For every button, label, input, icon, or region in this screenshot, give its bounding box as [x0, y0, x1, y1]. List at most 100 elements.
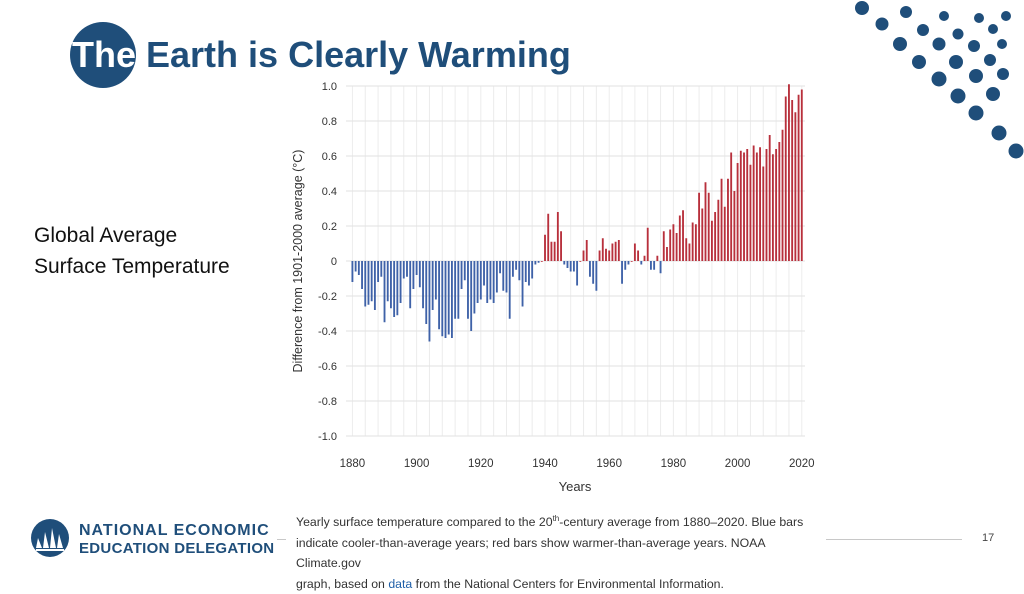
bar-2017 — [791, 100, 793, 261]
bar-1927 — [502, 261, 504, 291]
footer-rule-right — [826, 539, 962, 540]
bar-2018 — [794, 112, 796, 261]
bar-1903 — [425, 261, 427, 324]
bar-1992 — [711, 221, 713, 261]
y-tick-label: 0.6 — [322, 151, 337, 163]
bar-1963 — [618, 240, 620, 261]
bar-1966 — [628, 261, 630, 265]
x-tick-label: 2020 — [789, 458, 815, 470]
x-axis-label: Years — [559, 479, 592, 494]
bar-1939 — [541, 261, 543, 262]
bar-1969 — [637, 251, 639, 262]
bar-1940 — [544, 235, 546, 261]
bar-2011 — [772, 154, 774, 261]
bar-1889 — [380, 261, 382, 277]
bar-1983 — [682, 210, 684, 261]
bar-1987 — [695, 224, 697, 261]
bar-1954 — [589, 261, 591, 277]
bar-2013 — [778, 142, 780, 261]
y-tick-label: -0.6 — [318, 361, 337, 373]
y-tick-label: 0 — [331, 256, 337, 268]
x-tick-label: 1920 — [468, 458, 494, 470]
bar-2009 — [766, 149, 768, 261]
bar-1925 — [496, 261, 498, 293]
x-tick-label: 1980 — [661, 458, 687, 470]
y-tick-labels: 1.00.80.60.40.20-0.2-0.4-0.6-0.8-1.0 — [318, 81, 337, 443]
logo-text-line-2: EDUCATION DELEGATION — [79, 540, 274, 557]
bar-1923 — [490, 261, 492, 300]
y-tick-label: 0.8 — [322, 116, 337, 128]
y-axis-label: Difference from 1901-2000 average (°C) — [291, 150, 305, 373]
y-tick-label: -0.4 — [318, 326, 337, 338]
bar-1976 — [660, 261, 662, 273]
bar-1896 — [403, 261, 405, 279]
bar-1928 — [506, 261, 508, 293]
caption-line-2: indicate cooler-than-average years; red … — [296, 533, 826, 574]
bar-1913 — [457, 261, 459, 319]
temperature-bar-chart: 1.00.80.60.40.20-0.2-0.4-0.6-0.8-1.0 188… — [280, 76, 830, 506]
bar-2004 — [750, 165, 752, 261]
bar-1915 — [464, 261, 466, 280]
bar-1934 — [525, 261, 527, 282]
bar-1931 — [515, 261, 517, 270]
bar-1916 — [467, 261, 469, 319]
bar-1890 — [384, 261, 386, 322]
bar-1880 — [351, 261, 353, 282]
bar-1904 — [429, 261, 431, 342]
bar-1944 — [557, 212, 559, 261]
bar-2006 — [756, 153, 758, 262]
side-label-line-2: Surface Temperature — [34, 251, 274, 282]
bar-1998 — [730, 153, 732, 262]
y-tick-label: -0.2 — [318, 291, 337, 303]
bar-1935 — [528, 261, 530, 286]
y-tick-label: 0.4 — [322, 186, 337, 198]
bar-1973 — [650, 261, 652, 270]
bar-1887 — [374, 261, 376, 310]
side-label: Global Average Surface Temperature — [34, 220, 274, 282]
bar-1988 — [698, 193, 700, 261]
logo-text-line-1: NATIONAL ECONOMIC — [79, 522, 270, 540]
bar-1930 — [512, 261, 514, 277]
data-source-link[interactable]: data — [388, 577, 412, 591]
nced-logo: NATIONAL ECONOMIC EDUCATION DELEGATION — [30, 518, 270, 560]
bar-1982 — [679, 216, 681, 262]
bar-1968 — [634, 244, 636, 262]
bar-2015 — [785, 97, 787, 262]
bar-1946 — [563, 261, 565, 265]
bar-2001 — [740, 151, 742, 261]
bar-1908 — [441, 261, 443, 336]
bar-2000 — [737, 163, 739, 261]
bar-1979 — [669, 230, 671, 262]
bar-1926 — [499, 261, 501, 273]
bar-1990 — [705, 182, 707, 261]
bar-1951 — [579, 261, 581, 262]
bar-1967 — [631, 261, 633, 262]
bar-1918 — [473, 261, 475, 314]
bar-1893 — [393, 261, 395, 317]
bar-1981 — [676, 233, 678, 261]
bar-1895 — [400, 261, 402, 303]
bar-1919 — [477, 261, 479, 303]
bar-1941 — [547, 214, 549, 261]
bar-1884 — [364, 261, 366, 307]
bar-2016 — [788, 84, 790, 261]
bar-1961 — [611, 244, 613, 262]
bar-1885 — [368, 261, 370, 305]
caption-line-3: graph, based on data from the National C… — [296, 574, 826, 594]
bar-1905 — [432, 261, 434, 310]
bar-1906 — [435, 261, 437, 300]
side-label-line-1: Global Average — [34, 220, 274, 251]
bar-1956 — [595, 261, 597, 291]
bar-1917 — [470, 261, 472, 331]
bar-1978 — [666, 247, 668, 261]
bar-1891 — [387, 261, 389, 301]
bar-1938 — [538, 261, 540, 263]
bar-2002 — [743, 153, 745, 262]
bar-1924 — [493, 261, 495, 303]
bar-1936 — [531, 261, 533, 279]
bar-2005 — [753, 146, 755, 262]
bar-1894 — [396, 261, 398, 315]
bar-1953 — [586, 240, 588, 261]
bar-1995 — [721, 179, 723, 261]
